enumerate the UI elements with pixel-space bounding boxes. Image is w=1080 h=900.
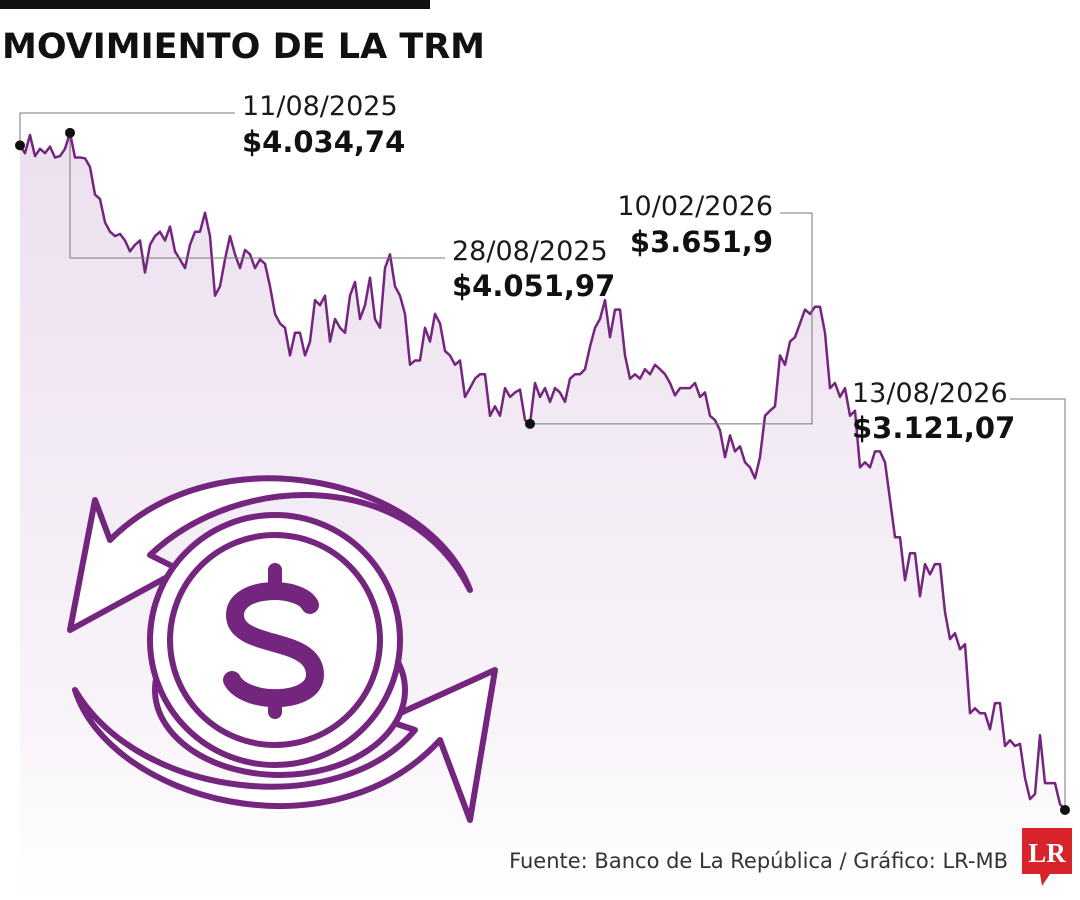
annotation-date: 28/08/2025 (452, 236, 608, 267)
annotation-value: $3.651,9 (630, 225, 773, 259)
source-note: Fuente: Banco de La República / Gráfico:… (509, 849, 1008, 873)
annotation-dot (525, 418, 535, 429)
annotation-value: $3.121,07 (852, 411, 1015, 445)
leader-line (69, 132, 445, 259)
annotation-layer: 11/08/2025$4.034,74 28/08/2025$4.051,97 10… (15, 91, 1070, 815)
leader-line (19, 112, 235, 146)
logo-box (1022, 828, 1072, 874)
leader-line (530, 212, 813, 425)
title-bar (0, 0, 430, 9)
annotation-dot (1060, 804, 1070, 815)
annotation-date: 11/08/2025 (242, 91, 398, 122)
line (18, 131, 1066, 811)
chart-title: MOVIMIENTO DE LA TRM (2, 27, 485, 67)
annotation-date: 13/08/2026 (852, 378, 1008, 409)
annotation-date: 10/02/2026 (617, 191, 773, 222)
logo-tail (1040, 874, 1050, 886)
line-layer (18, 131, 1066, 811)
annotation-dot (65, 127, 75, 138)
annotation-value: $4.034,74 (242, 125, 405, 159)
logo: LR (1028, 838, 1066, 868)
leader-line (1010, 398, 1066, 810)
annotation-value: $4.051,97 (452, 269, 615, 303)
annotation-dot (15, 140, 25, 151)
currency-icon (67, 475, 498, 823)
